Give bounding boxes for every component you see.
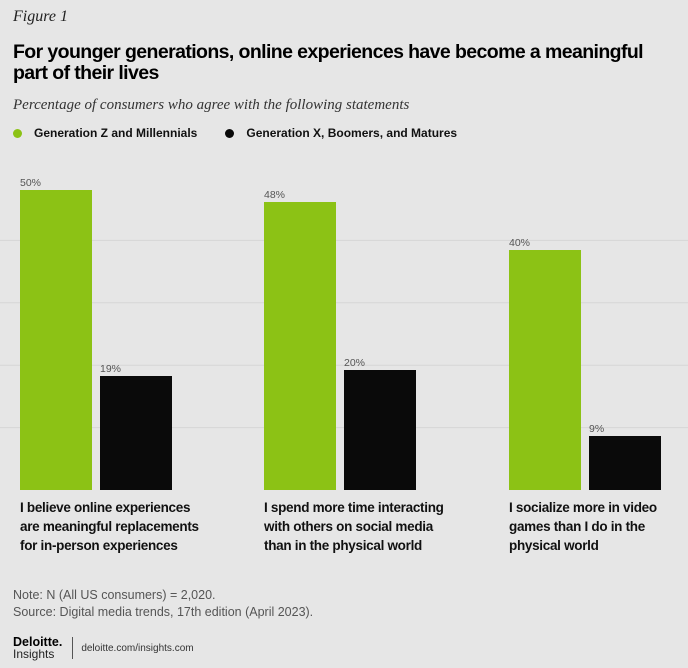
data-label-gen-z-2: 48% [264, 189, 285, 201]
brand-sub: Insights [13, 647, 55, 661]
category-label-1: I believe online experiences are meaning… [20, 498, 220, 555]
category-label-3-line-1: I socialize more in video [509, 500, 657, 515]
chart-title: For younger generations, online experien… [13, 41, 644, 84]
data-label-gen-z-3: 40% [509, 237, 530, 249]
bar-gen-z-1 [20, 190, 92, 490]
legend: Generation Z and Millennials Generation … [13, 126, 485, 140]
footer-url[interactable]: deloitte.com/insights.com [81, 642, 194, 654]
category-label-2-line-1: I spend more time interacting [264, 500, 444, 515]
legend-swatch-gen-z [13, 128, 22, 138]
category-label-3: I socialize more in video games than I d… [509, 498, 688, 555]
bar-gen-x-2 [344, 370, 416, 490]
bar-chart: 50% 48% 40% 19% 20% 9% [0, 177, 688, 490]
data-label-gen-x-2: 20% [344, 357, 365, 369]
note-text: Note: N (All US consumers) = 2,020. [13, 588, 216, 602]
bar-gen-z-3 [509, 250, 581, 490]
data-label-gen-x-1: 19% [100, 363, 121, 375]
brand-name: Deloitte. [13, 635, 63, 649]
legend-label-gen-z: Generation Z and Millennials [34, 126, 198, 140]
category-label-3-line-2: games than I do in the [509, 519, 645, 534]
category-label-1-line-1: I believe online experiences [20, 500, 191, 515]
category-label-2-line-2: with others on social media [264, 519, 433, 534]
data-label-gen-z-1: 50% [20, 177, 41, 189]
chart-subtitle: Percentage of consumers who agree with t… [13, 97, 410, 113]
category-label-3-line-3: physical world [509, 538, 599, 553]
category-label-1-line-2: are meaningful replacements [20, 519, 199, 534]
footer-divider [72, 637, 74, 659]
legend-label-gen-x: Generation X, Boomers, and Matures [246, 126, 458, 140]
footer: Deloitte. Insights deloitte.com/insights… [13, 636, 194, 660]
bar-gen-x-1 [100, 376, 172, 490]
category-label-2-line-3: than in the physical world [264, 538, 422, 553]
data-label-gen-x-3: 9% [589, 423, 604, 435]
bar-gen-z-2 [264, 202, 336, 490]
bar-gen-x-3 [589, 436, 661, 490]
deloitte-logo: Deloitte. Insights [13, 636, 62, 660]
category-label-1-line-3: for in-person experiences [20, 538, 178, 553]
figure-label: Figure 1 [13, 8, 68, 25]
legend-item-gen-x: Generation X, Boomers, and Matures [225, 126, 457, 140]
category-label-2: I spend more time interacting with other… [264, 498, 464, 555]
legend-swatch-gen-x [225, 128, 235, 138]
legend-item-gen-z: Generation Z and Millennials [13, 126, 197, 140]
source-text: Source: Digital media trends, 17th editi… [13, 605, 314, 619]
chart-note: Note: N (All US consumers) = 2,020. Sour… [13, 587, 313, 621]
